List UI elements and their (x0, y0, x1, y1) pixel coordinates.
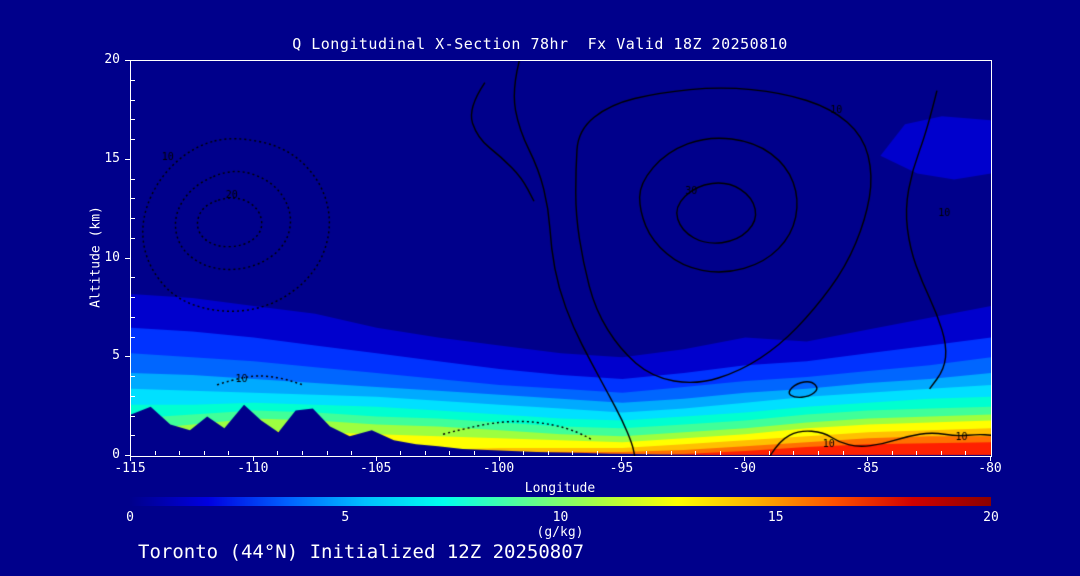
x-axis-tick-label: -100 (482, 461, 515, 476)
colorbar-tick-label: 5 (341, 510, 350, 525)
colorbar-tick-label: 20 (983, 510, 999, 525)
x-axis-tick-label: -90 (732, 461, 757, 476)
colorbar-tick-label: 15 (767, 510, 784, 525)
x-axis-label: Longitude (524, 481, 596, 496)
y-axis-label: Altitude (km) (88, 206, 104, 308)
x-axis-tick-label: -95 (609, 461, 634, 476)
x-axis-tick-label: -105 (360, 461, 392, 476)
y-axis-tick-label: 15 (104, 150, 120, 166)
colorbar-tick-label: 0 (126, 510, 134, 525)
colorbar-tick-label: 10 (552, 510, 569, 525)
initialization-caption: Toronto (44°N) Initialized 12Z 20250807 (138, 541, 585, 563)
x-axis-tick-label: -115 (114, 461, 146, 476)
x-axis-tick-label: -80 (978, 461, 1002, 476)
chart-title: Q Longitudinal X-Section 78hr Fx Valid 1… (292, 35, 788, 53)
x-axis-tick-label: -110 (237, 461, 269, 476)
plot-area (130, 60, 992, 457)
y-axis-tick-label: 5 (112, 348, 120, 364)
y-axis-tick-label: 0 (112, 447, 120, 462)
y-axis-tick-label: 20 (104, 52, 120, 67)
colorbar (130, 497, 991, 506)
colorbar-units-label: (g/kg) (536, 525, 584, 540)
contour-field-canvas (131, 61, 991, 456)
x-axis-tick-label: -85 (855, 461, 879, 476)
